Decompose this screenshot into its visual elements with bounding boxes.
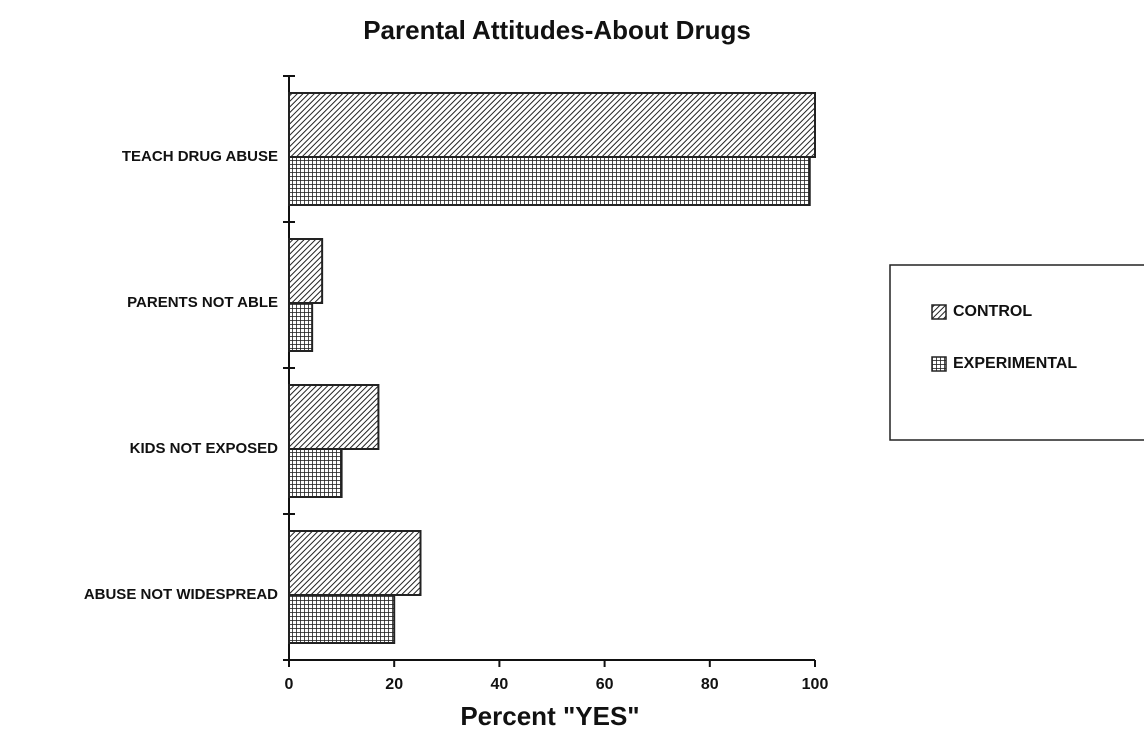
- bar: [288, 92, 816, 158]
- x-tick-label: 100: [802, 676, 829, 693]
- legend-swatch: [931, 356, 947, 372]
- x-tick-label: 20: [385, 676, 403, 693]
- bar: [288, 594, 396, 644]
- x-tick-label: 80: [701, 676, 719, 693]
- legend-label: EXPERIMENTAL: [953, 355, 1077, 372]
- bar: [288, 238, 324, 304]
- y-tick-label: KIDS NOT EXPOSED: [130, 440, 279, 457]
- bar: [288, 156, 811, 206]
- bar: [288, 302, 314, 352]
- bar: [288, 530, 422, 596]
- y-tick-label: PARENTS NOT ABLE: [127, 294, 278, 311]
- legend-swatch: [931, 304, 947, 320]
- x-tick-label: 60: [596, 676, 614, 693]
- x-axis-label: Percent "YES": [460, 701, 639, 731]
- legend-box: [889, 264, 1144, 441]
- chart-title: Parental Attitudes-About Drugs: [363, 15, 751, 45]
- legend-label: CONTROL: [953, 303, 1032, 320]
- y-tick-label: ABUSE NOT WIDESPREAD: [84, 586, 278, 603]
- x-tick-label: 40: [491, 676, 509, 693]
- y-tick-label: TEACH DRUG ABUSE: [122, 148, 278, 165]
- bar: [288, 384, 380, 450]
- bar: [288, 448, 343, 498]
- x-tick-label: 0: [285, 676, 294, 693]
